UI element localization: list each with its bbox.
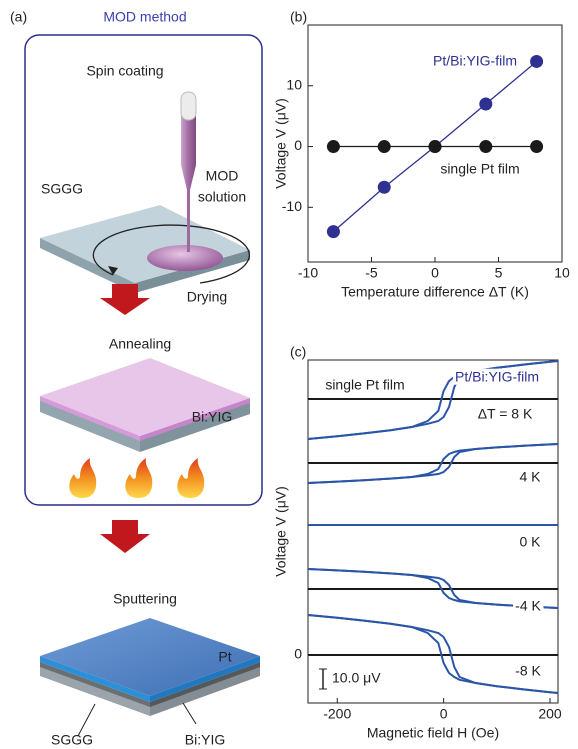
plot-frame xyxy=(307,359,559,704)
annotation: -8 K xyxy=(515,663,541,679)
y-tick-label: 10 xyxy=(286,76,302,92)
substrate-side xyxy=(150,666,260,716)
annotation-bg xyxy=(323,376,407,393)
y-tick-label: -10 xyxy=(282,198,302,214)
x-tick-label: 5 xyxy=(495,265,503,281)
y-axis-label: Voltage V (μV) xyxy=(273,98,289,189)
annotation: 0 K xyxy=(519,534,541,550)
annotation-bg xyxy=(430,52,520,69)
label: SGGG xyxy=(41,181,83,197)
annotation-bg xyxy=(513,662,544,679)
film-side xyxy=(140,398,250,441)
point xyxy=(377,180,391,194)
annotation: Pt/Bi:YIG-film xyxy=(455,369,539,385)
label: Bi:YIG xyxy=(192,409,232,425)
annotation-bg xyxy=(452,368,542,385)
pt-side xyxy=(40,656,150,702)
substrate xyxy=(40,205,250,283)
leader-line xyxy=(77,703,96,737)
point xyxy=(479,97,493,111)
annotation: 4 K xyxy=(519,469,541,485)
x-axis-label: Temperature difference ΔT (K) xyxy=(341,284,529,300)
point xyxy=(530,140,544,154)
series-line xyxy=(307,443,559,484)
panel-label: (a) xyxy=(10,9,27,25)
method-box xyxy=(24,34,263,506)
step-label: Spin coating xyxy=(86,63,163,79)
x-tick-label: 0 xyxy=(431,265,439,281)
annotation: single Pt film xyxy=(325,377,404,393)
label: solution xyxy=(198,189,246,205)
label: SGGG xyxy=(51,732,93,748)
x-tick-label: -10 xyxy=(298,265,318,281)
point xyxy=(479,140,493,154)
step-label: Sputtering xyxy=(113,591,177,607)
point xyxy=(377,140,391,154)
y-tick-label: 0 xyxy=(294,646,302,662)
series-line xyxy=(307,568,559,609)
film xyxy=(40,358,250,436)
series-line xyxy=(307,360,559,440)
arrow-head xyxy=(108,266,118,275)
series-line xyxy=(307,614,559,694)
annotation-bg xyxy=(517,468,544,485)
annotation: single Pt film xyxy=(440,161,519,177)
annotation-bg xyxy=(438,160,522,177)
point xyxy=(326,225,340,239)
step-label: Annealing xyxy=(109,336,171,352)
x-tick-label: -5 xyxy=(365,265,378,281)
label: Pt xyxy=(218,649,231,665)
process-arrow xyxy=(100,520,150,553)
film-side xyxy=(150,662,260,707)
substrate-side xyxy=(40,666,150,716)
x-tick-label: 10 xyxy=(554,265,570,281)
substrate-side xyxy=(40,238,135,293)
pt-layer xyxy=(40,618,260,696)
label: Bi:YIG xyxy=(185,732,225,748)
point xyxy=(530,54,544,68)
leader-line xyxy=(182,702,197,725)
film-side xyxy=(40,662,150,707)
pipette-bulb xyxy=(180,91,197,121)
step-label: Drying xyxy=(187,289,227,305)
x-tick-label: 200 xyxy=(538,706,562,722)
y-tick-label: 0 xyxy=(294,137,302,153)
pt-side xyxy=(150,656,260,702)
annotation: -4 K xyxy=(515,598,541,614)
x-axis-label: Magnetic field H (Oe) xyxy=(367,725,499,741)
pipette-tip xyxy=(181,165,196,190)
point xyxy=(326,140,340,154)
substrate-side xyxy=(140,402,250,452)
scale-label: 10.0 μV xyxy=(332,670,381,686)
panel-label: (c) xyxy=(290,344,306,360)
annotation-bg xyxy=(513,597,544,614)
needle xyxy=(187,188,190,252)
annotation-bg xyxy=(517,533,544,550)
annotation: Pt/Bi:YIG-film xyxy=(433,53,517,69)
annotation: ΔT = 8 K xyxy=(478,406,533,422)
x-tick-label: 0 xyxy=(440,706,448,722)
x-tick-label: -200 xyxy=(323,706,351,722)
y-axis-label: Voltage V (μV) xyxy=(273,486,289,577)
panel-title: MOD method xyxy=(103,9,186,25)
film-side xyxy=(40,396,140,441)
annotation-bg xyxy=(475,405,535,422)
droplet xyxy=(147,245,223,271)
point xyxy=(428,140,442,154)
panel-label: (b) xyxy=(290,9,307,25)
substrate-side xyxy=(40,400,140,452)
label: MOD xyxy=(206,168,239,184)
process-arrow xyxy=(100,284,150,315)
flames xyxy=(69,458,205,498)
